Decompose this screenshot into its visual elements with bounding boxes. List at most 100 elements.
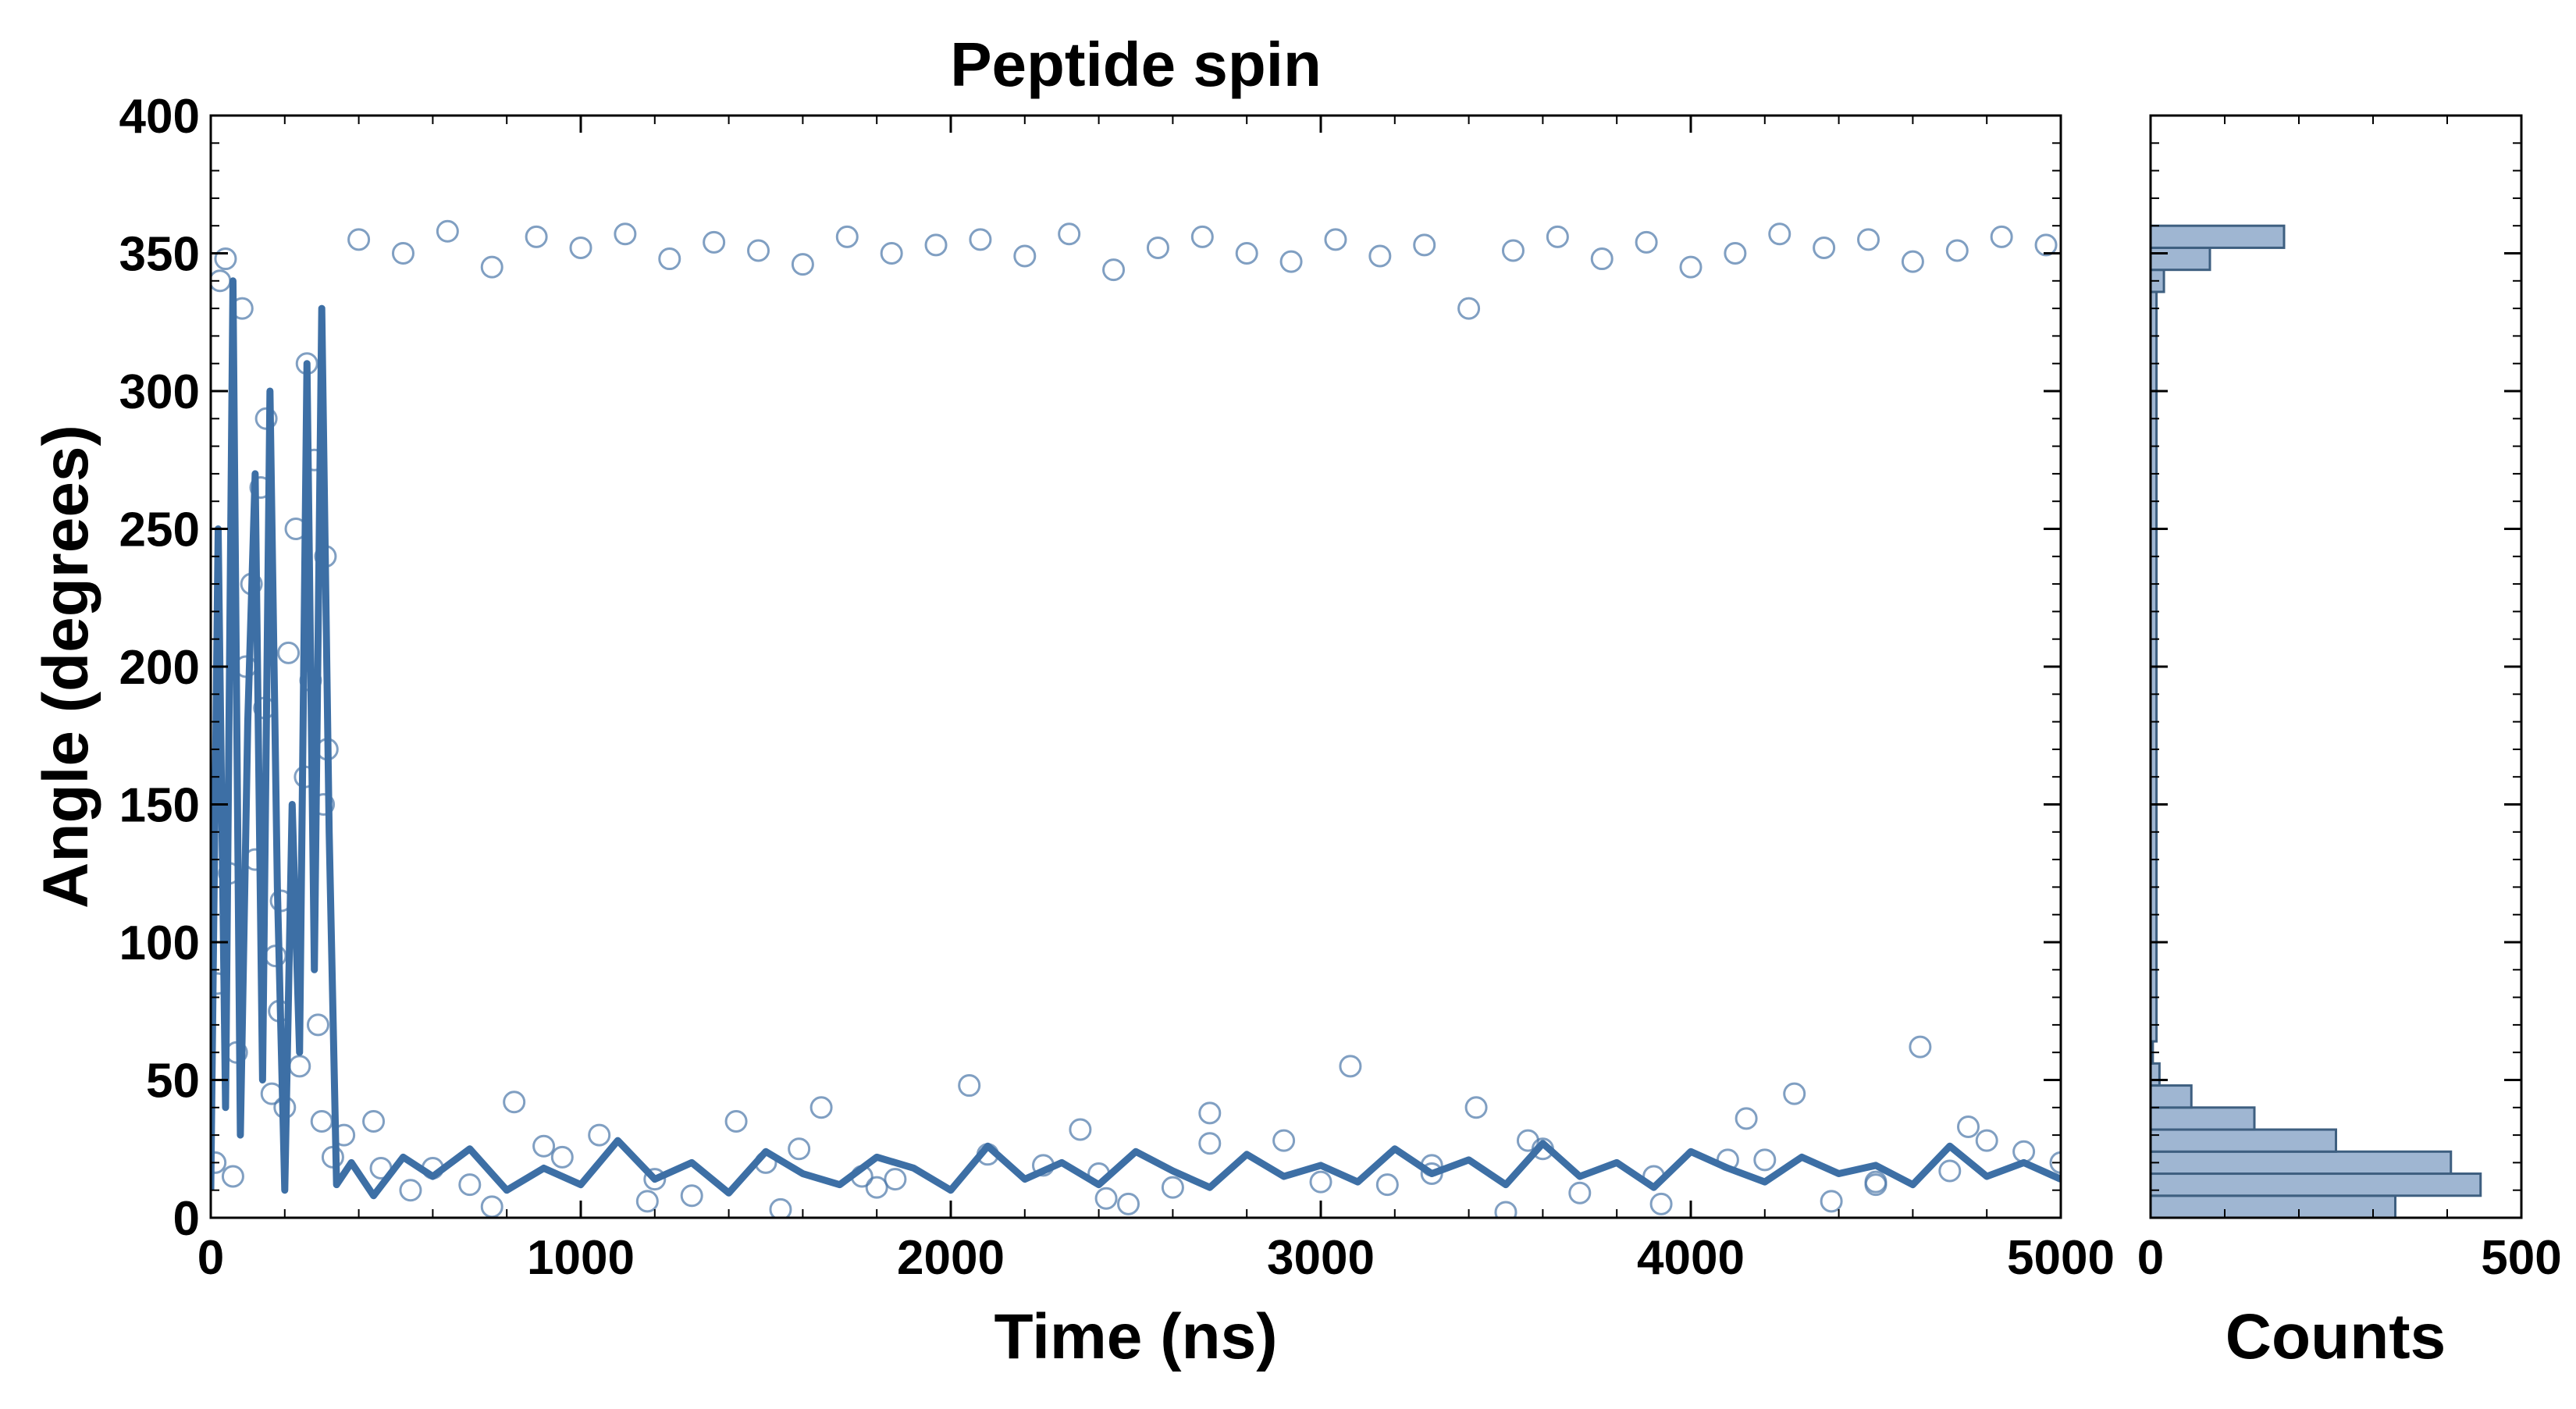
scatter-point xyxy=(643,1168,667,1191)
y-tick-label: 0 xyxy=(173,1192,200,1246)
x-axis-label: Time (ns) xyxy=(994,1301,1278,1372)
histogram-bar xyxy=(2149,1106,2256,1131)
histogram-bars xyxy=(2149,224,2482,1219)
scatter-point xyxy=(1013,244,1037,268)
histogram-ticks xyxy=(2149,114,2523,1219)
scatter-point xyxy=(277,641,301,664)
scatter-point xyxy=(1235,242,1258,265)
scatter-point xyxy=(1464,1096,1488,1119)
scatter-point xyxy=(614,222,637,246)
y-tick-label: 200 xyxy=(119,641,200,695)
scatter-point xyxy=(1058,222,1081,246)
y-tick-label: 50 xyxy=(146,1055,200,1108)
scatter-point xyxy=(658,247,681,271)
scatter-point xyxy=(1649,1192,1673,1215)
x-tick-label: 4000 xyxy=(1637,1231,1745,1285)
scatter-point xyxy=(958,1074,981,1098)
scatter-point xyxy=(1413,233,1436,257)
scatter-point xyxy=(635,1190,659,1213)
histogram-bar xyxy=(2149,1150,2453,1176)
scatter-point xyxy=(532,1134,556,1158)
scatter-point xyxy=(924,233,948,257)
scatter-point xyxy=(1957,1115,1980,1139)
scatter-point xyxy=(1679,255,1703,279)
y-tick-label: 250 xyxy=(119,503,200,557)
scatter-point xyxy=(1279,250,1303,273)
scatter-point xyxy=(347,228,371,251)
scatter-point xyxy=(1069,1118,1092,1141)
y-axis-label: Angle (degrees) xyxy=(30,425,101,909)
scatter-point xyxy=(1546,225,1569,248)
y-tick-label: 400 xyxy=(119,90,200,144)
scatter-point xyxy=(1094,1187,1118,1210)
scatter-point xyxy=(1368,244,1392,268)
scatter-point xyxy=(1324,228,1347,251)
scatter-point xyxy=(1375,1173,1399,1197)
scatter-point xyxy=(880,242,903,265)
y-tick-labels: 0 50 100 150 200 250 300 350 400 xyxy=(119,90,200,1246)
scatter-point xyxy=(1768,222,1791,246)
scatter-point xyxy=(1901,250,1924,273)
x-tick-label: 5000 xyxy=(2007,1231,2115,1285)
scatter-point xyxy=(1198,1132,1222,1155)
scatter-point xyxy=(362,1109,386,1133)
scatter-point xyxy=(809,1096,833,1119)
hist-x-tick-label: 0 xyxy=(2137,1231,2164,1285)
scatter-point xyxy=(211,1151,227,1174)
scatter-point xyxy=(2034,233,2058,257)
scatter-point xyxy=(480,255,503,279)
scatter-point xyxy=(1975,1129,1998,1152)
scatter-point xyxy=(550,1145,574,1169)
scatter-point xyxy=(769,1197,792,1218)
scatter-point xyxy=(391,242,415,265)
x-tick-label: 0 xyxy=(197,1231,224,1285)
scatter-point xyxy=(1494,1201,1517,1218)
scatter-point xyxy=(1724,242,1747,265)
histogram-frame xyxy=(2149,114,2523,1219)
histogram-bar xyxy=(2149,1194,2396,1219)
scatter-point xyxy=(1420,1162,1443,1186)
histogram-x-axis-label: Counts xyxy=(2226,1301,2446,1372)
x-tick-label: 3000 xyxy=(1267,1231,1375,1285)
histogram-bar xyxy=(2149,1128,2337,1153)
scatter-point xyxy=(724,1109,748,1133)
scatter-point xyxy=(1938,1159,1962,1183)
scatter-point xyxy=(525,225,548,248)
scatter-point xyxy=(747,239,770,262)
scatter-point xyxy=(399,1179,422,1202)
scatter-point xyxy=(1857,228,1880,251)
x-tick-label: 1000 xyxy=(527,1231,635,1285)
scatter-point xyxy=(1568,1181,1592,1204)
plot-area xyxy=(211,219,2061,1218)
scatter-point xyxy=(791,253,814,276)
scatter-point xyxy=(1635,230,1658,254)
main-ticks xyxy=(209,114,2062,1219)
scatter-point xyxy=(835,225,859,248)
scatter-point xyxy=(1190,225,1214,248)
scatter-point xyxy=(865,1176,888,1199)
histogram-bar xyxy=(2149,1062,2161,1087)
scatter-point xyxy=(1813,236,1836,259)
histogram-panel: 0 500 Counts xyxy=(2137,114,2562,1372)
scatter-point xyxy=(680,1184,703,1208)
y-tick-label: 150 xyxy=(119,779,200,833)
histogram-bar xyxy=(2149,224,2286,249)
scatter-point xyxy=(1820,1190,1843,1213)
scatter-point xyxy=(1457,297,1481,320)
histogram-bar xyxy=(2149,1084,2193,1109)
y-tick-label: 300 xyxy=(119,365,200,419)
scatter-point xyxy=(1590,247,1614,271)
scatter-point xyxy=(1501,239,1525,262)
scatter-point xyxy=(788,1137,811,1161)
scatter-point xyxy=(306,1013,329,1037)
scatter-point xyxy=(1945,239,1969,262)
scatter-point xyxy=(436,219,459,243)
histogram-x-tick-labels: 0 500 xyxy=(2137,1231,2562,1285)
scatter-point xyxy=(2049,1151,2061,1174)
scatter-point xyxy=(214,247,237,271)
scatter-point xyxy=(1309,1170,1332,1194)
scatter-point xyxy=(458,1173,482,1197)
y-tick-label: 100 xyxy=(119,916,200,970)
